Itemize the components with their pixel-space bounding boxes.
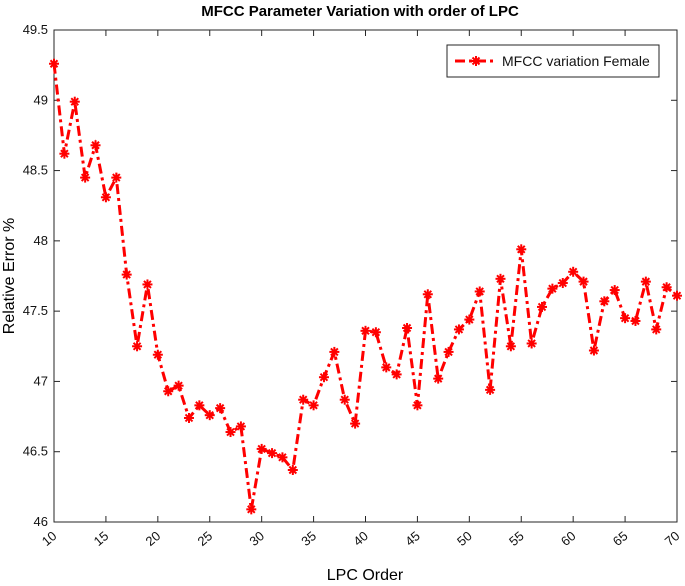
data-point	[173, 380, 184, 391]
data-point	[578, 276, 589, 287]
data-point	[308, 400, 319, 411]
y-tick-label: 49	[34, 92, 48, 107]
x-tick-label: 65	[610, 528, 631, 549]
data-point	[453, 324, 464, 335]
data-point	[516, 244, 527, 255]
data-point	[194, 400, 205, 411]
data-point	[640, 276, 651, 287]
data-point	[651, 324, 662, 335]
x-axis-label: LPC Order	[327, 567, 404, 584]
data-point	[526, 338, 537, 349]
data-point	[215, 403, 226, 414]
data-point	[59, 148, 70, 159]
data-point	[599, 296, 610, 307]
data-point	[277, 452, 288, 463]
data-point	[402, 323, 413, 334]
x-tick-label: 70	[662, 528, 683, 549]
data-point	[381, 362, 392, 373]
data-point	[547, 283, 558, 294]
data-point	[49, 58, 59, 69]
data-point	[505, 341, 516, 352]
data-point	[69, 96, 80, 107]
data-point	[370, 327, 381, 338]
data-point	[287, 464, 298, 475]
data-point	[204, 410, 215, 421]
x-tick-label: 20	[143, 528, 164, 549]
data-point	[422, 289, 433, 300]
y-tick-label: 48	[34, 233, 48, 248]
x-tick-label: 55	[506, 528, 527, 549]
data-point	[121, 269, 132, 280]
x-tick-label: 30	[246, 528, 267, 549]
data-point	[318, 372, 329, 383]
data-point	[267, 448, 278, 459]
data-point	[391, 369, 402, 380]
x-tick-label: 25	[194, 528, 215, 549]
data-point	[672, 290, 682, 301]
data-point	[464, 314, 475, 325]
data-point	[588, 345, 599, 356]
data-point	[256, 443, 267, 454]
data-point	[661, 282, 672, 293]
data-point	[495, 273, 506, 284]
data-point	[609, 285, 620, 296]
y-tick-label: 46	[34, 514, 48, 529]
data-point	[339, 394, 350, 405]
x-tick-label: 60	[558, 528, 579, 549]
legend-label: MFCC variation Female	[502, 53, 650, 69]
data-point	[630, 315, 641, 326]
chart-title: MFCC Parameter Variation with order of L…	[201, 3, 519, 20]
data-point	[620, 313, 631, 324]
x-tick-label: 35	[298, 528, 319, 549]
y-tick-label: 46.5	[23, 444, 48, 459]
data-point	[152, 349, 163, 360]
series-group	[49, 58, 682, 515]
data-point	[246, 504, 257, 515]
data-point	[183, 412, 194, 423]
y-tick-label: 48.5	[23, 163, 48, 178]
data-point	[537, 301, 548, 312]
x-tick-label: 15	[91, 528, 112, 549]
data-point	[443, 346, 454, 357]
data-point	[225, 427, 236, 438]
legend-marker	[471, 56, 481, 66]
data-point	[485, 384, 496, 395]
data-point	[568, 266, 579, 277]
legend: MFCC variation Female	[446, 44, 660, 78]
data-point	[163, 386, 174, 397]
y-tick-label: 47	[34, 373, 48, 388]
data-point	[80, 172, 91, 183]
x-tick-label: 50	[454, 528, 475, 549]
data-point	[360, 325, 371, 336]
data-point	[474, 286, 485, 297]
data-point	[100, 192, 111, 203]
x-tick-label: 45	[402, 528, 423, 549]
data-point	[350, 418, 361, 429]
x-tick-label: 40	[350, 528, 371, 549]
data-point	[235, 421, 246, 432]
data-point	[433, 373, 444, 384]
x-tick-label: 10	[39, 528, 60, 549]
data-point	[298, 394, 309, 405]
y-axis-label: Relative Error %	[1, 218, 18, 334]
y-tick-label: 47.5	[23, 303, 48, 318]
plot-area	[53, 29, 678, 523]
data-point	[90, 140, 101, 151]
data-point	[557, 278, 568, 289]
data-point	[329, 346, 340, 357]
data-point	[412, 400, 423, 411]
y-tick-label: 49.5	[23, 22, 48, 37]
data-point	[111, 172, 122, 183]
data-point	[132, 341, 143, 352]
data-point	[142, 279, 153, 290]
